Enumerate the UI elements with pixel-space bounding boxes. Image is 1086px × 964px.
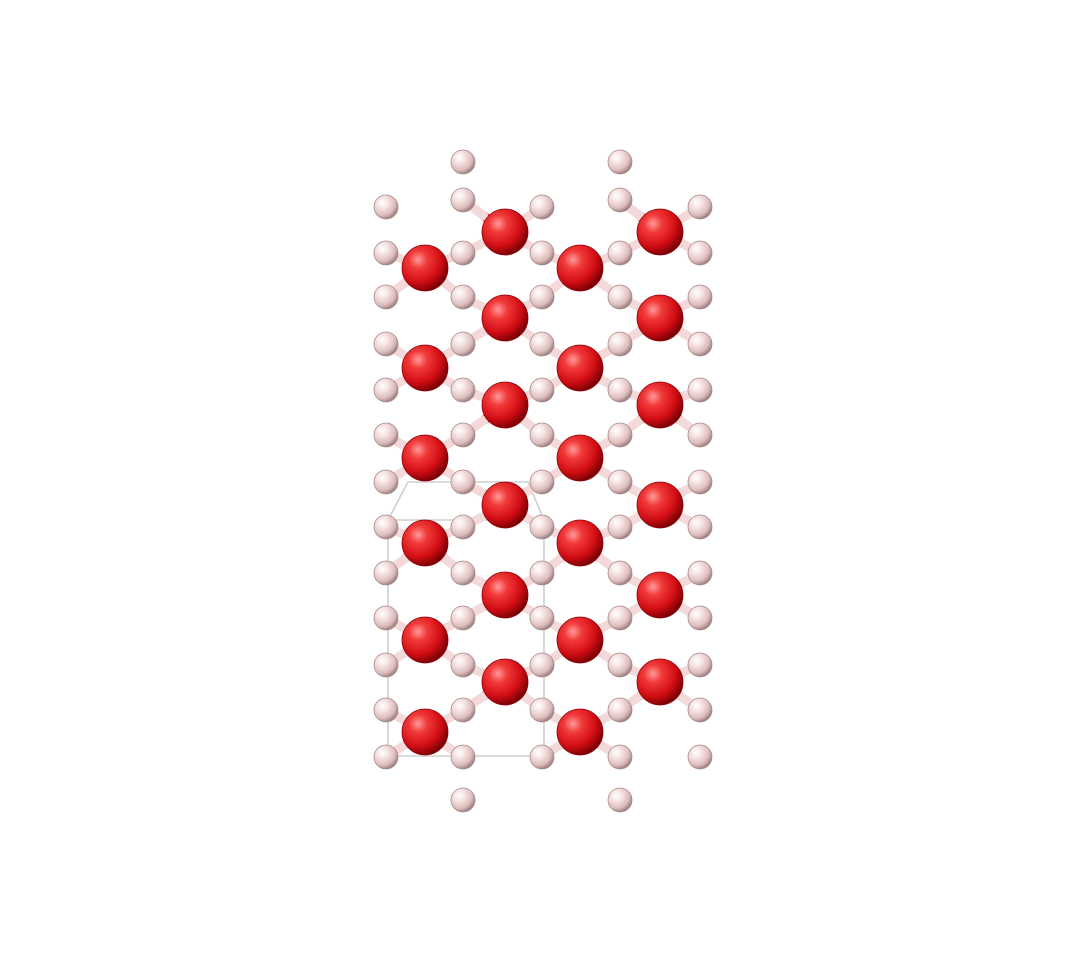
hydrogen-atom[interactable] [450,149,476,175]
hydrogen-atom[interactable] [607,240,633,266]
hydrogen-atom[interactable] [529,652,555,678]
hydrogen-atom[interactable] [373,194,399,220]
atoms-layer [373,149,713,813]
oxygen-atom[interactable] [556,708,604,756]
hydrogen-atom[interactable] [529,194,555,220]
hydrogen-atom[interactable] [687,331,713,357]
hydrogen-atom[interactable] [450,787,476,813]
hydrogen-atom[interactable] [607,469,633,495]
hydrogen-atom[interactable] [450,187,476,213]
oxygen-atom[interactable] [481,294,529,342]
hydrogen-atom[interactable] [450,469,476,495]
hydrogen-atom[interactable] [607,560,633,586]
hydrogen-atom[interactable] [373,744,399,770]
oxygen-atom[interactable] [556,519,604,567]
hydrogen-atom[interactable] [687,744,713,770]
hydrogen-atom[interactable] [687,194,713,220]
hydrogen-atom[interactable] [529,560,555,586]
oxygen-atom[interactable] [556,344,604,392]
hydrogen-atom[interactable] [450,652,476,678]
hydrogen-atom[interactable] [529,240,555,266]
hydrogen-atom[interactable] [450,240,476,266]
hydrogen-atom[interactable] [529,377,555,403]
hydrogen-atom[interactable] [687,284,713,310]
hydrogen-atom[interactable] [687,240,713,266]
oxygen-atom[interactable] [481,208,529,256]
hydrogen-atom[interactable] [607,187,633,213]
oxygen-atom[interactable] [636,571,684,619]
hydrogen-atom[interactable] [607,331,633,357]
hydrogen-atom[interactable] [450,422,476,448]
hydrogen-atom[interactable] [529,331,555,357]
hydrogen-atom[interactable] [607,284,633,310]
hydrogen-atom[interactable] [529,422,555,448]
oxygen-atom[interactable] [401,244,449,292]
oxygen-atom[interactable] [401,344,449,392]
hydrogen-atom[interactable] [373,605,399,631]
oxygen-atom[interactable] [481,658,529,706]
hydrogen-atom[interactable] [450,377,476,403]
hydrogen-atom[interactable] [607,697,633,723]
oxygen-atom[interactable] [481,571,529,619]
oxygen-atom[interactable] [636,381,684,429]
hydrogen-atom[interactable] [373,240,399,266]
hydrogen-atom[interactable] [450,560,476,586]
oxygen-atom[interactable] [401,519,449,567]
hydrogen-atom[interactable] [529,514,555,540]
oxygen-atom[interactable] [556,616,604,664]
hydrogen-atom[interactable] [529,605,555,631]
oxygen-atom[interactable] [401,708,449,756]
hydrogen-atom[interactable] [687,605,713,631]
hydrogen-atom[interactable] [450,284,476,310]
hydrogen-atom[interactable] [607,605,633,631]
oxygen-atom[interactable] [401,434,449,482]
hydrogen-atom[interactable] [373,469,399,495]
hydrogen-atom[interactable] [607,744,633,770]
hydrogen-atom[interactable] [450,605,476,631]
oxygen-atom[interactable] [556,434,604,482]
hydrogen-atom[interactable] [607,377,633,403]
hydrogen-atom[interactable] [687,377,713,403]
hydrogen-atom[interactable] [450,697,476,723]
hydrogen-atom[interactable] [373,331,399,357]
hydrogen-atom[interactable] [687,422,713,448]
hydrogen-atom[interactable] [450,744,476,770]
oxygen-atom[interactable] [636,481,684,529]
hydrogen-atom[interactable] [529,697,555,723]
hydrogen-atom[interactable] [687,697,713,723]
hydrogen-atom[interactable] [373,422,399,448]
hydrogen-atom[interactable] [687,652,713,678]
hydrogen-atom[interactable] [607,422,633,448]
hydrogen-atom[interactable] [529,469,555,495]
hydrogen-atom[interactable] [607,652,633,678]
oxygen-atom[interactable] [481,381,529,429]
hydrogen-atom[interactable] [373,652,399,678]
oxygen-atom[interactable] [401,616,449,664]
oxygen-atom[interactable] [556,244,604,292]
hydrogen-atom[interactable] [373,377,399,403]
hydrogen-atom[interactable] [373,697,399,723]
hydrogen-atom[interactable] [373,284,399,310]
hydrogen-atom[interactable] [373,514,399,540]
hydrogen-atom[interactable] [373,560,399,586]
hydrogen-atom[interactable] [687,514,713,540]
hydrogen-atom[interactable] [607,149,633,175]
hydrogen-atom[interactable] [529,744,555,770]
hydrogen-atom[interactable] [607,787,633,813]
hydrogen-atom[interactable] [687,560,713,586]
oxygen-atom[interactable] [636,658,684,706]
oxygen-atom[interactable] [636,208,684,256]
hydrogen-atom[interactable] [687,469,713,495]
oxygen-atom[interactable] [481,481,529,529]
hydrogen-atom[interactable] [450,331,476,357]
hydrogen-atom[interactable] [529,284,555,310]
hydrogen-atom[interactable] [450,514,476,540]
oxygen-atom[interactable] [636,294,684,342]
hydrogen-atom[interactable] [607,514,633,540]
